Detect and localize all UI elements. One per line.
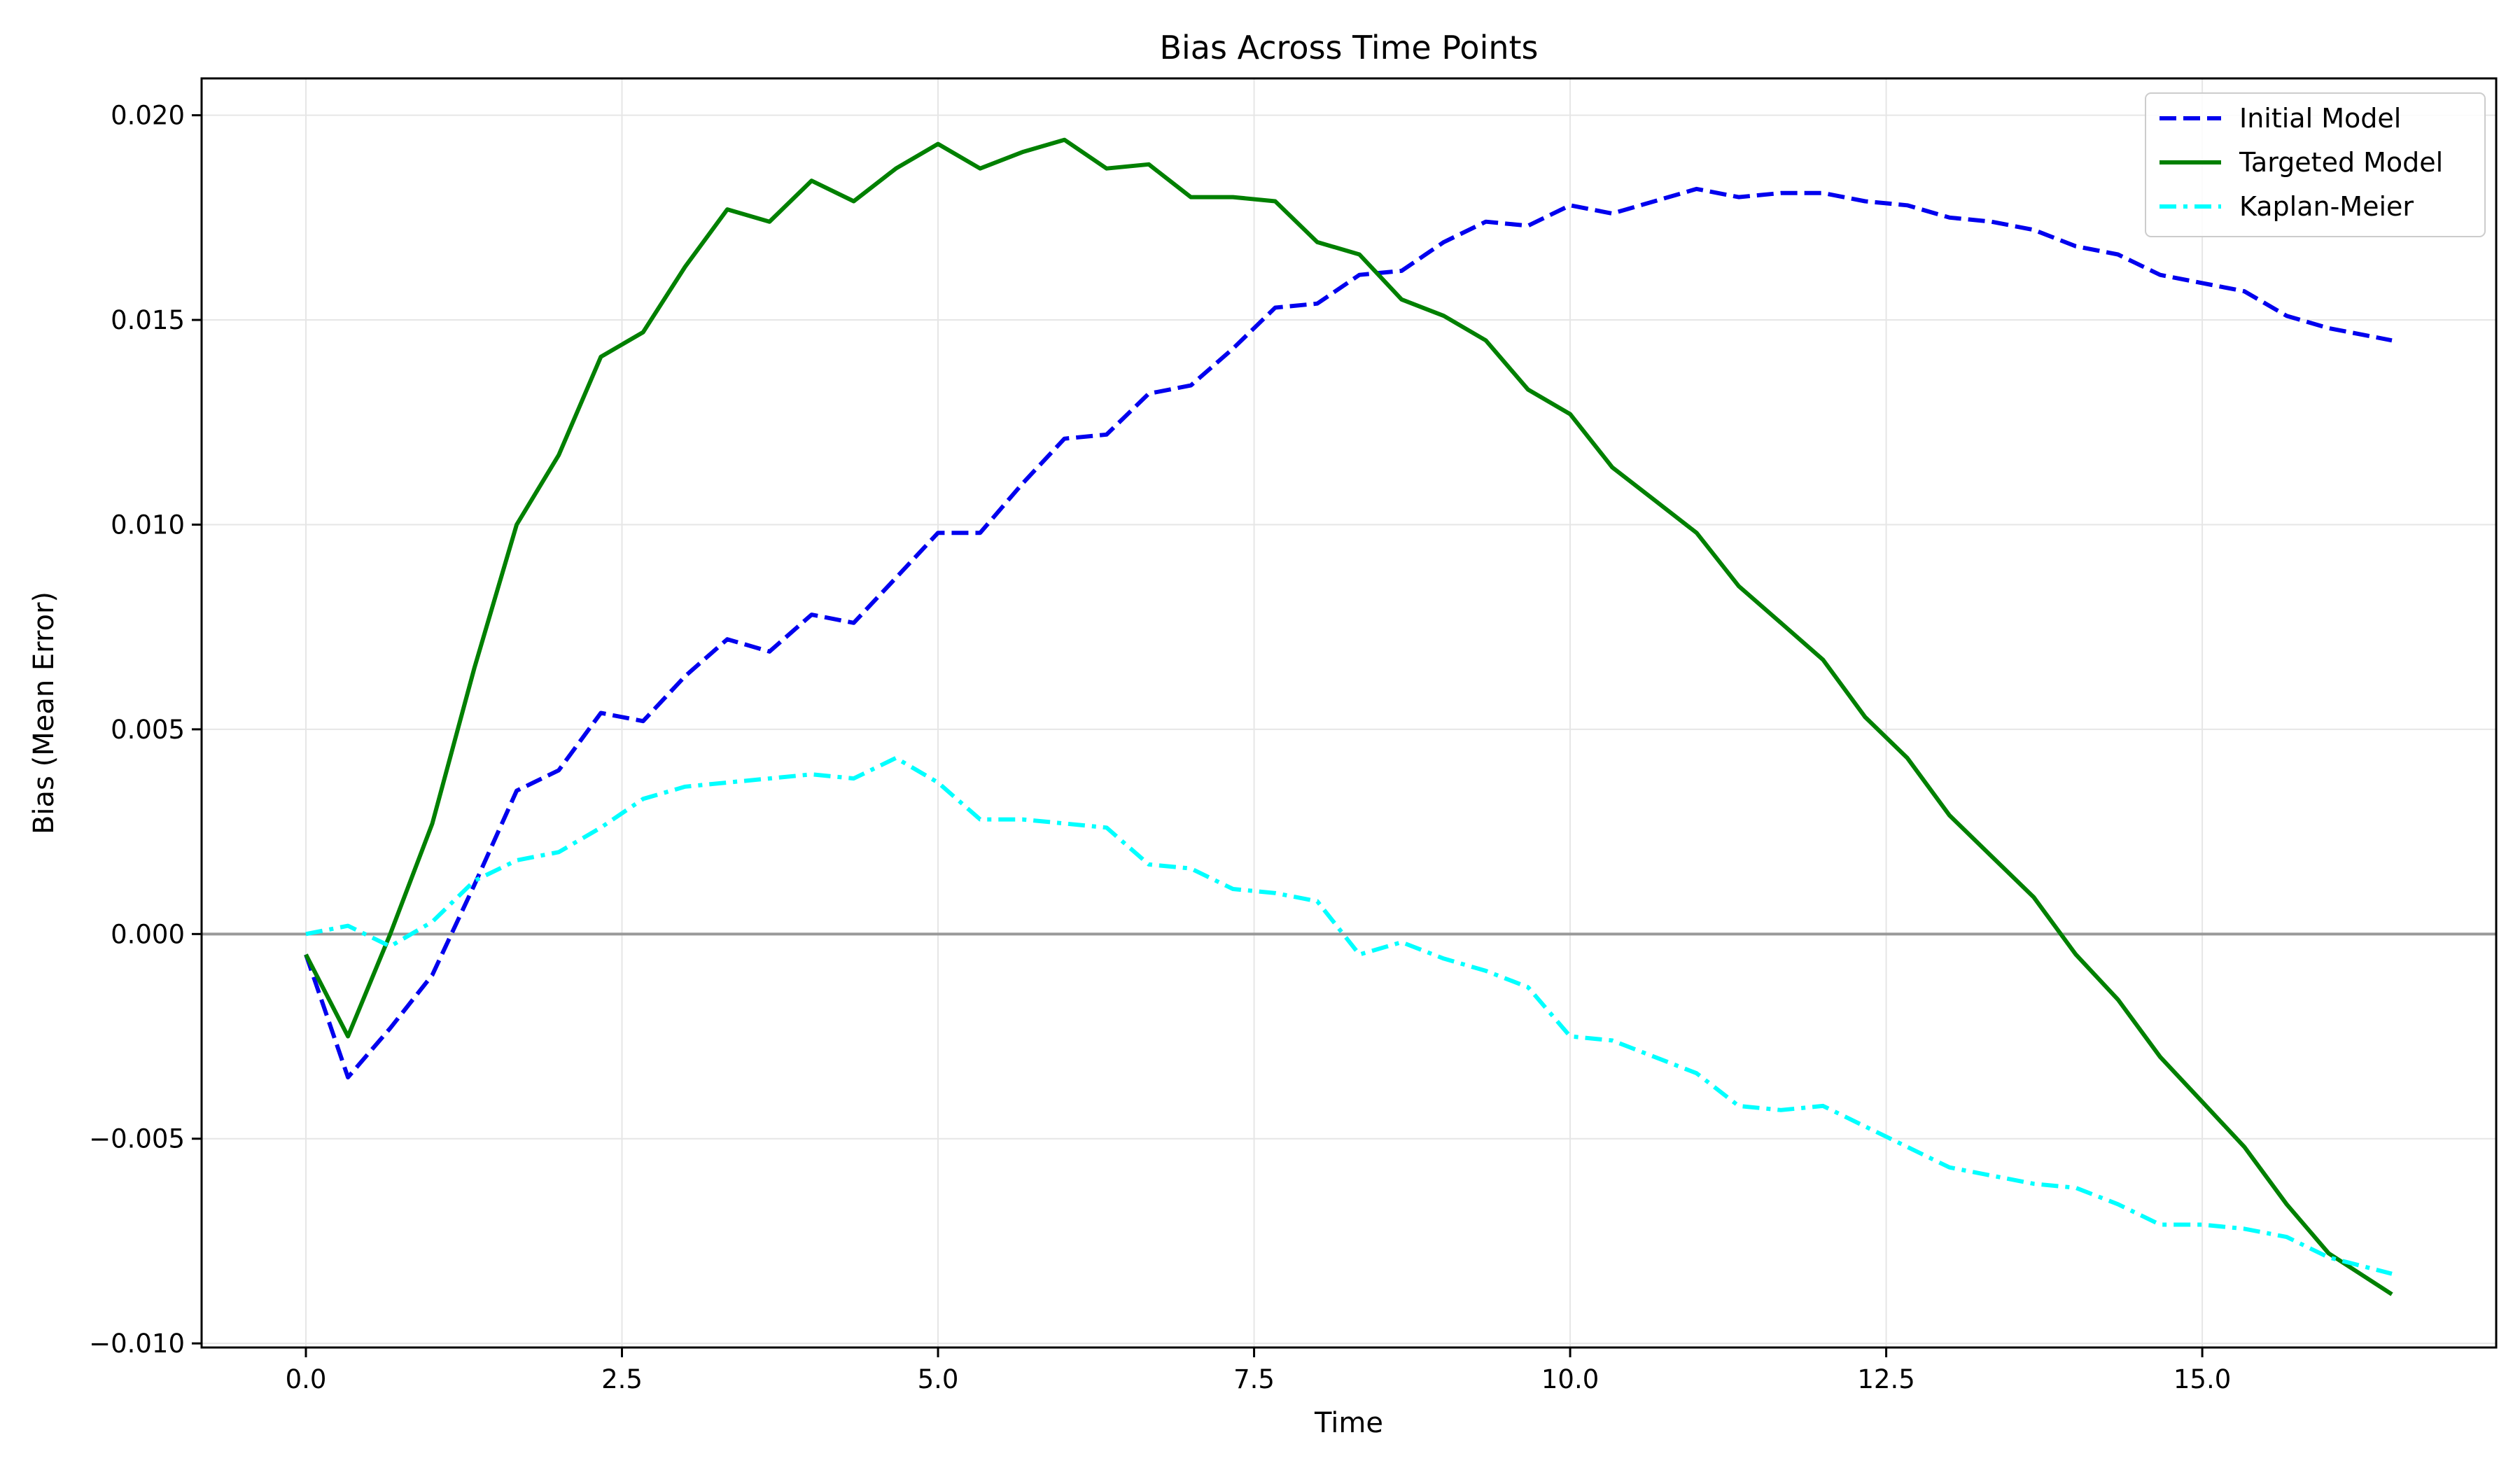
chart-title: Bias Across Time Points (1159, 29, 1538, 66)
y-tick-label: 0.000 (111, 919, 185, 949)
legend-label-kaplan-meier: Kaplan-Meier (2239, 191, 2414, 222)
x-tick-label: 0.0 (286, 1364, 327, 1394)
y-axis-label: Bias (Mean Error) (28, 592, 60, 834)
legend: Initial Model Targeted Model Kaplan-Meier (2145, 92, 2486, 237)
x-tick-label: 7.5 (1233, 1364, 1275, 1394)
plot-frame (200, 77, 2498, 1349)
y-tick-label: −0.010 (89, 1329, 185, 1359)
legend-box (2145, 92, 2486, 237)
y-tick-label: −0.005 (89, 1124, 185, 1154)
x-tick-label: 12.5 (1857, 1364, 1914, 1394)
y-tick-label: 0.005 (111, 715, 185, 745)
y-tick-label: 0.015 (111, 305, 185, 335)
x-tick-label: 10.0 (1541, 1364, 1599, 1394)
x-tick-label: 2.5 (601, 1364, 643, 1394)
series-line-initial-model (304, 186, 2393, 1079)
series-line-kaplan-meier (305, 755, 2393, 1276)
x-tick-label: 5.0 (918, 1364, 959, 1394)
y-tick-label: 0.020 (111, 101, 185, 131)
x-axis-label: Time (1314, 1407, 1383, 1439)
legend-label-targeted-model: Targeted Model (2239, 147, 2443, 178)
x-tick-label: 15.0 (2174, 1364, 2231, 1394)
series-lines (304, 137, 2393, 1296)
series-line-targeted-model (304, 137, 2393, 1296)
y-tick-label: 0.010 (111, 510, 185, 540)
legend-label-initial-model: Initial Model (2239, 103, 2401, 134)
x-axis: 0.0 2.5 5.0 7.5 10.0 12.5 15.0 (286, 1348, 2231, 1394)
y-axis: −0.010 −0.005 0.000 0.005 0.010 0.015 0.020 (89, 101, 202, 1359)
